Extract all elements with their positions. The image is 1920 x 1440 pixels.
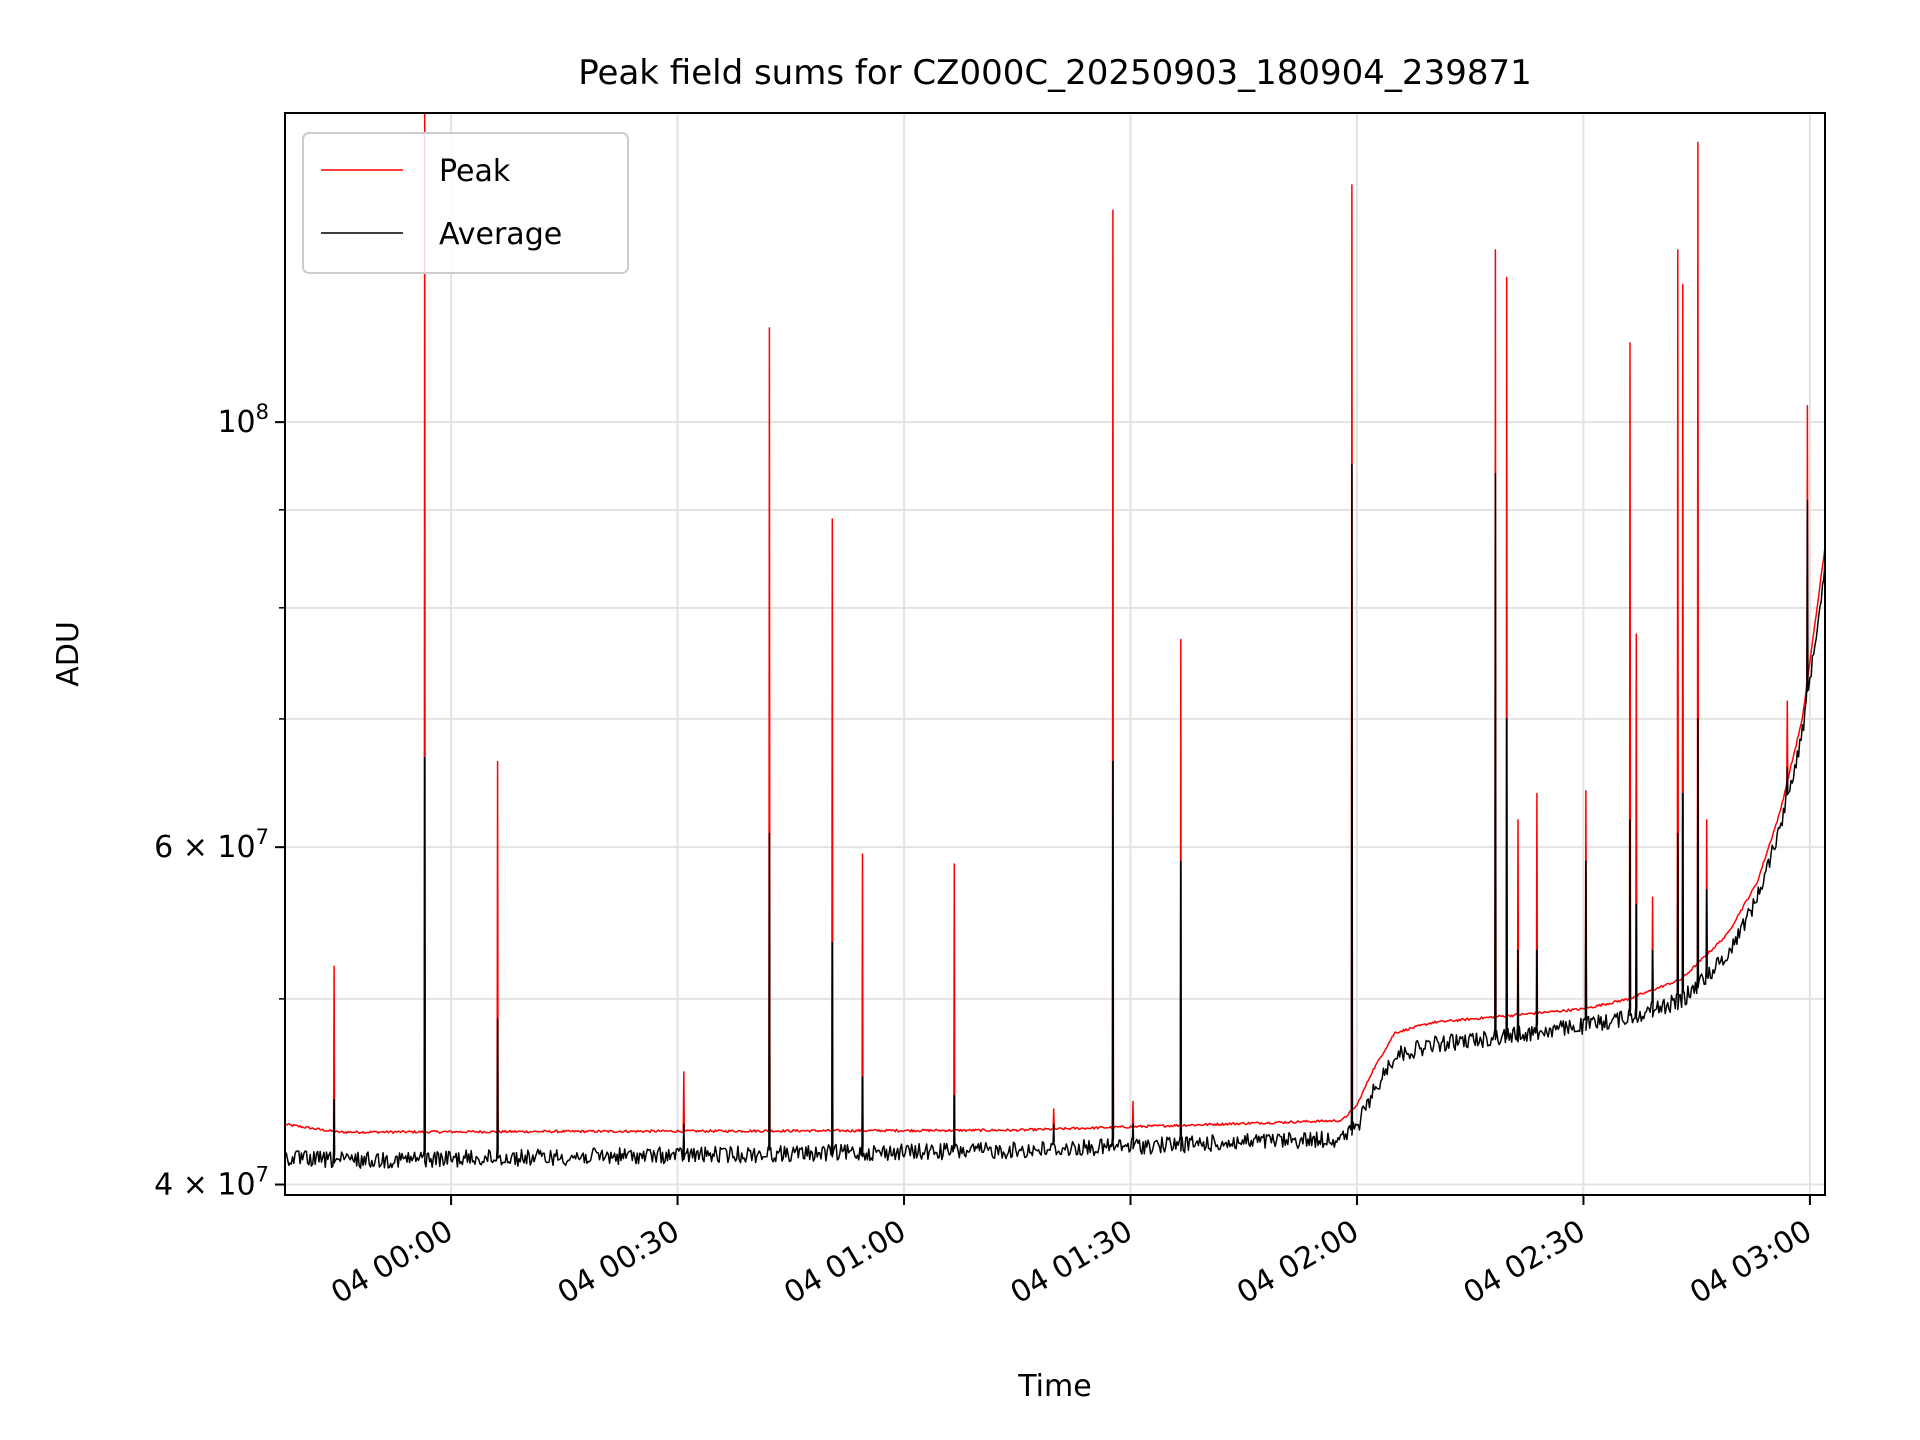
x-axis: 04 00:00 04 00:30 04 01:00 04 01:30 04 02:00… bbox=[325, 1195, 1818, 1311]
average-line bbox=[285, 464, 1825, 1169]
y-axis-label: ADU bbox=[51, 621, 86, 687]
plot-area bbox=[285, 113, 1825, 1169]
x-tick-label: 04 01:00 bbox=[778, 1214, 912, 1311]
chart-title: Peak field sums for CZ000C_20250903_1809… bbox=[578, 53, 1531, 93]
y-tick-label: 6 × 107 bbox=[154, 825, 269, 865]
series-average bbox=[285, 464, 1825, 1169]
legend: Peak Average bbox=[302, 132, 629, 274]
plot-frame bbox=[284, 112, 1826, 1196]
x-tick-label: 04 00:00 bbox=[325, 1214, 459, 1311]
x-axis-label: Time bbox=[1017, 1369, 1091, 1404]
y-axis: 4 × 107 6 × 107 108 bbox=[154, 400, 285, 1203]
x-tick-label: 04 02:30 bbox=[1458, 1214, 1592, 1311]
y-tick-label: 108 bbox=[217, 400, 269, 440]
legend-box bbox=[302, 132, 629, 274]
x-tick-label: 04 03:00 bbox=[1684, 1214, 1818, 1311]
legend-label-average: Average bbox=[439, 217, 562, 252]
y-tick-label: 4 × 107 bbox=[154, 1163, 269, 1203]
grid bbox=[285, 113, 1825, 1195]
x-tick-label: 04 02:00 bbox=[1231, 1214, 1365, 1311]
x-tick-label: 04 00:30 bbox=[552, 1214, 686, 1311]
x-tick-label: 04 01:30 bbox=[1005, 1214, 1139, 1311]
legend-label-peak: Peak bbox=[439, 154, 511, 189]
